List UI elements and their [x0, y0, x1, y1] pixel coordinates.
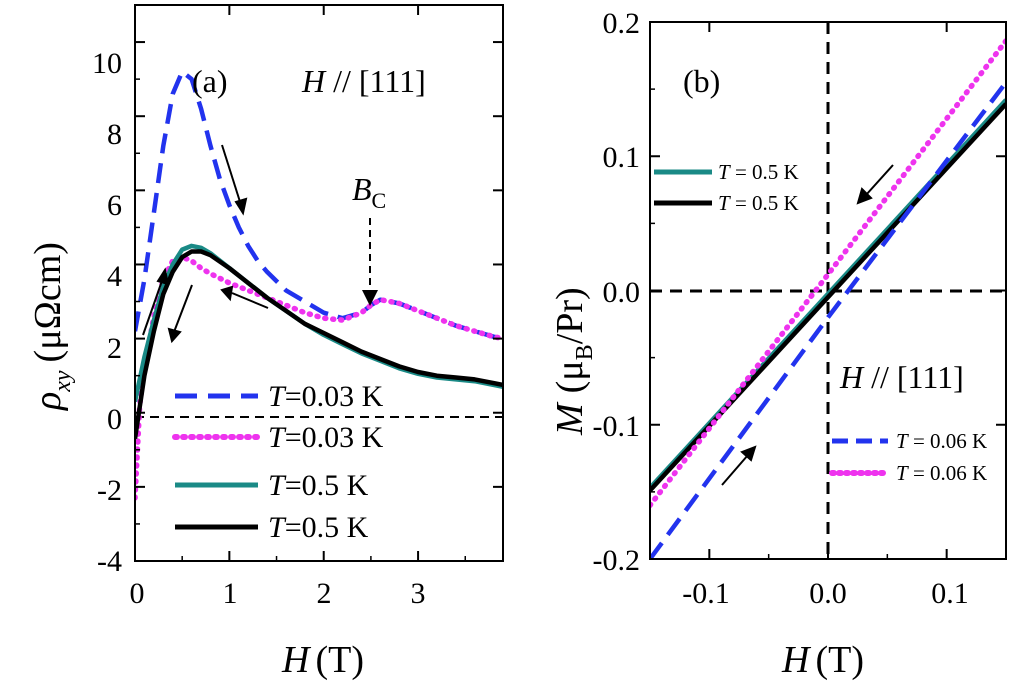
panel-a-bc-arrowhead [362, 290, 378, 306]
panel-b-y-tick-labels: -0.2 -0.1 0.0 0.1 0.2 [593, 7, 641, 577]
panel-b-xtick: 0.0 [809, 577, 847, 610]
legend-label: T = 0.5 K [718, 191, 799, 215]
panel-a-ytick: 6 [107, 189, 122, 222]
legend-label: T=0.5 K [268, 511, 369, 544]
panel-a-ytick: -2 [97, 474, 122, 507]
panel-b-legend-top: T = 0.5 K T = 0.5 K [654, 160, 799, 215]
panel-a-x-axis-label: H (T) [281, 639, 364, 681]
panel-a-sweep-arrows [142, 144, 269, 344]
panel-a-field-annotation: H // [111] [301, 63, 426, 99]
panel-b-sweep-arrows [721, 164, 894, 486]
panel-b-x-tick-labels: -0.1 0.0 0.1 [682, 577, 969, 610]
panel-b-xtick: -0.1 [682, 577, 730, 610]
series-line-dotted-3 [650, 38, 1006, 509]
panel-b-ytick: -0.2 [593, 544, 641, 577]
panel-a-ytick: 2 [107, 332, 122, 365]
series-line-dashed-0 [135, 69, 503, 341]
panel-a-xtick: 2 [317, 577, 332, 610]
series-line-dashed-2 [650, 81, 1006, 559]
panel-a-xtick: 0 [130, 577, 145, 610]
panel-b-chart: -0.2 -0.1 0.0 0.1 0.2 -0.1 0.0 0.1 H (T) … [549, 7, 1007, 681]
panel-b-field-annotation: H // [111] [839, 359, 964, 395]
panel-b-ytick: 0.0 [603, 276, 641, 309]
panel-a-ytick: -4 [97, 545, 122, 578]
panel-a-label: (a) [192, 63, 228, 99]
series-line-solid-3 [135, 249, 503, 440]
panel-a-y-tick-labels: -4 -2 0 2 4 6 8 10 [92, 47, 122, 578]
legend-label: T=0.03 K [268, 380, 384, 413]
legend-label: T=0.5 K [268, 469, 369, 502]
panel-a-xtick: 3 [411, 577, 426, 610]
panel-a-ytick: 0 [107, 403, 122, 436]
panel-b-x-axis-label: H (T) [781, 639, 864, 681]
panel-b-label: (b) [683, 63, 720, 99]
panel-a-frame [134, 4, 504, 562]
legend-label: T = 0.5 K [718, 160, 799, 184]
panel-a-y-axis-label: ρxy(μΩcm) [27, 242, 76, 411]
panel-b-ytick: 0.1 [603, 141, 641, 174]
panel-a-chart: -4 -2 0 2 4 6 8 10 0 1 2 3 H (T) ρxy(μΩcm… [27, 4, 504, 681]
panel-a-xtick: 1 [223, 577, 238, 610]
panel-b-xtick: 0.1 [931, 577, 969, 610]
legend-label: T=0.03 K [268, 421, 384, 454]
legend-label: T = 0.06 K [896, 461, 987, 485]
panel-a-x-tick-labels: 0 1 2 3 [130, 577, 426, 610]
panel-b-ytick: -0.1 [593, 410, 641, 443]
panel-a-ytick: 4 [107, 260, 122, 293]
panel-b-legend-bottom: T = 0.06 K T = 0.06 K [829, 429, 987, 485]
legend-label: T = 0.06 K [896, 429, 987, 453]
panel-a-bc-label: BC [352, 171, 386, 213]
panel-a-ytick: 10 [92, 47, 122, 80]
panel-b-y-axis-label: M(μB/Pr) [549, 287, 598, 436]
panel-b-ytick: 0.2 [603, 7, 641, 40]
panel-a-legend: T=0.03 K T=0.03 K T=0.5 K T=0.5 K [172, 380, 384, 544]
panel-a-ytick: 8 [107, 118, 122, 151]
